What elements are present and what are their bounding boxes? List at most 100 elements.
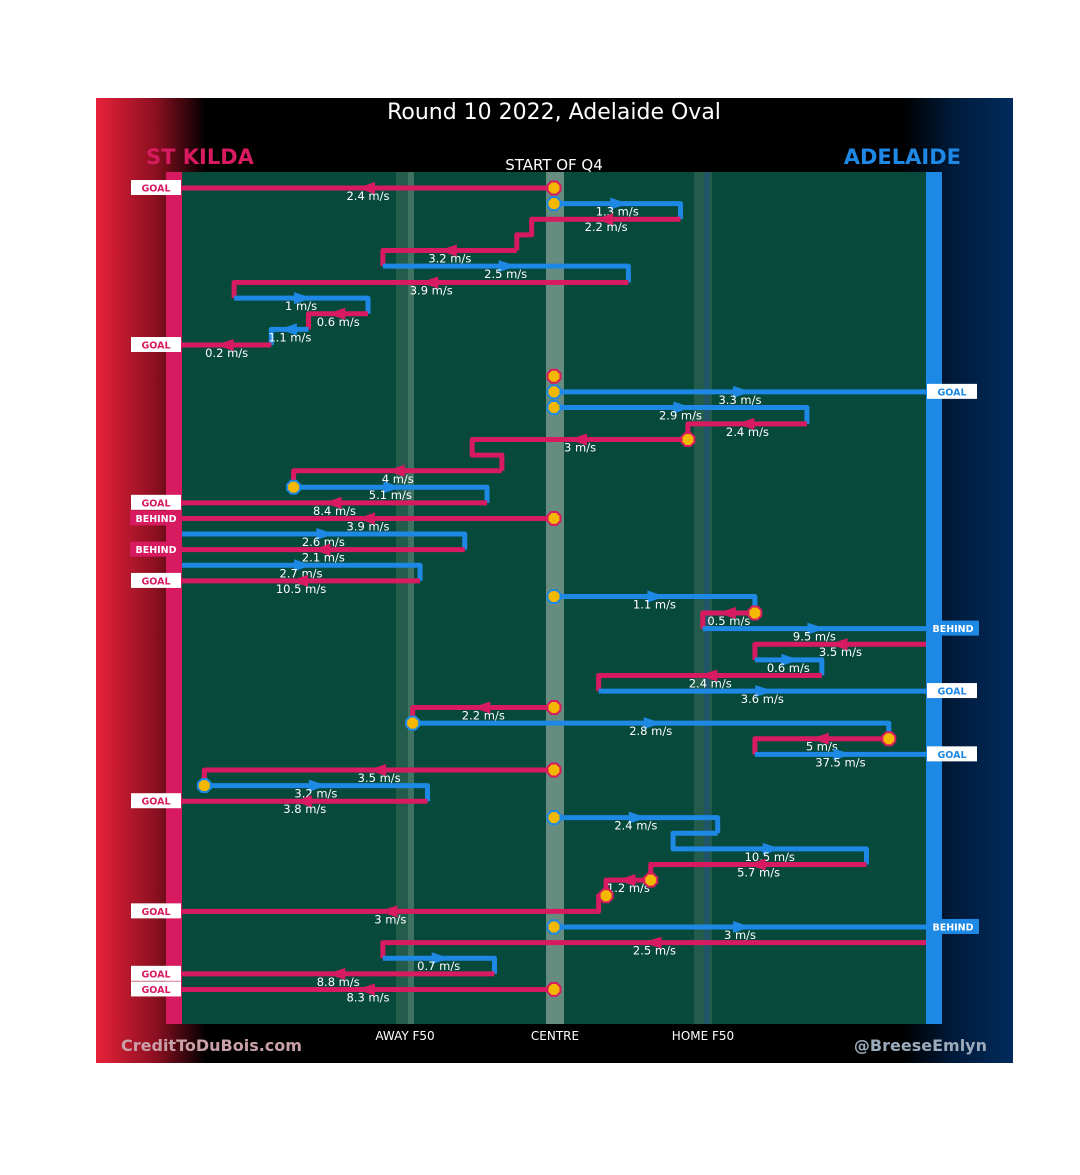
chain-path <box>752 641 926 660</box>
chain-arrow <box>357 182 375 194</box>
outcome-label: BEHIND <box>932 624 973 635</box>
chain-stkilda-22: 10.5 m/s <box>182 574 421 596</box>
chart-title: Round 10 2022, Adelaide Oval <box>387 100 721 125</box>
outcome-badge <box>130 510 182 526</box>
chain-arrow <box>379 905 398 918</box>
chain-path <box>231 280 629 299</box>
chain-path <box>554 815 721 834</box>
chain-path <box>670 830 869 865</box>
chain-path <box>554 404 810 424</box>
possession-chains: 2.4 m/s1.3 m/s2.2 m/s3.2 m/s2.5 m/s3.9 m… <box>182 180 926 1004</box>
chain-speed-label: 5.1 m/s <box>369 488 412 502</box>
credit-right: @BreeseEmlyn <box>854 1036 987 1055</box>
chain-arrow <box>383 481 402 494</box>
outcome-label: GOAL <box>937 387 966 398</box>
chain-speed-label: 37.5 m/s <box>815 755 865 769</box>
chain-arrow <box>736 417 755 430</box>
chain-start-marker <box>546 981 562 997</box>
chain-speed-label: 2.7 m/s <box>280 566 323 580</box>
chain-speed-label: 2.4 m/s <box>689 676 732 690</box>
outcome-label: BEHIND <box>932 922 973 933</box>
chain-path <box>700 610 755 629</box>
chain-arrow <box>762 842 781 855</box>
outcome-badge <box>927 918 979 934</box>
chain-speed-label: 0.6 m/s <box>767 661 810 675</box>
chain-stkilda-32: 5 m/s <box>752 731 897 755</box>
chain-arrow <box>643 717 662 730</box>
chain-speed-label: 9.5 m/s <box>793 630 836 644</box>
chain-path <box>204 783 431 802</box>
outcome-behind-stkilda: BEHIND <box>130 541 182 557</box>
chain-speed-label: 1.3 m/s <box>596 205 639 219</box>
chain-path <box>469 437 688 471</box>
chain-arrow <box>717 606 736 619</box>
chain-speed-label: 2.8 m/s <box>629 724 672 738</box>
chain-speed-label: 2.6 m/s <box>302 535 345 549</box>
chain-adelaide-16: 5.1 m/s <box>286 479 490 503</box>
away-f50-line-inner <box>408 172 414 1024</box>
chain-arrow <box>431 952 450 965</box>
chain-stkilda-5: 3.9 m/s <box>231 276 629 299</box>
chain-speed-label: 3.2 m/s <box>428 251 471 265</box>
outcome-goal-stkilda: GOAL <box>131 903 181 919</box>
chain-speed-label: 2.2 m/s <box>462 709 505 723</box>
outcome-badge <box>131 180 181 195</box>
chain-arrow <box>278 323 297 336</box>
chain-speed-label: 0.5 m/s <box>707 614 750 628</box>
outcome-goal-stkilda: GOAL <box>131 572 181 588</box>
chain-arrow <box>673 401 692 414</box>
chain-speed-label: 10.5 m/s <box>276 582 326 596</box>
chain-adelaide-6: 1 m/s <box>234 292 371 314</box>
chain-adelaide-11: 3.3 m/s <box>546 384 926 407</box>
chain-path <box>182 531 468 550</box>
outcome-label: GOAL <box>141 985 170 996</box>
x-axis: AWAY F50 CENTRE HOME F50 <box>375 1029 734 1043</box>
chain-arrow <box>290 574 309 587</box>
outcome-goal-stkilda: GOAL <box>131 981 181 997</box>
away-team-name: ADELAIDE <box>844 145 961 169</box>
outcome-badge <box>131 965 181 981</box>
chain-path <box>382 955 497 974</box>
chain-start-marker <box>546 762 562 778</box>
chain-stkilda-2: 2.2 m/s <box>514 213 681 251</box>
chain-arrow <box>327 967 346 980</box>
chain-arrow <box>628 811 647 824</box>
outcome-behind-adelaide: BEHIND <box>927 918 979 934</box>
chain-start-marker <box>286 479 302 495</box>
chain-stkilda-17: 8.4 m/s <box>182 496 488 518</box>
outcome-badge <box>927 383 977 399</box>
chain-speed-label: 3 m/s <box>724 928 756 942</box>
header: Round 10 2022, Adelaide Oval START OF Q4… <box>146 100 961 174</box>
chain-adelaide-19: 2.6 m/s <box>182 528 468 550</box>
chain-path <box>293 484 490 503</box>
chain-speed-label: 5.7 m/s <box>737 866 780 880</box>
chain-speed-label: 0.2 m/s <box>205 346 248 360</box>
chain-speed-label: 3 m/s <box>564 441 596 455</box>
outcome-goal-stkilda: GOAL <box>131 793 181 809</box>
chain-speed-label: 0.6 m/s <box>317 315 360 329</box>
outcome-label: GOAL <box>937 687 966 698</box>
chain-stkilda-41: 3 m/s <box>182 888 614 926</box>
chain-arrow <box>420 276 439 289</box>
chain-arrow <box>438 244 457 257</box>
chain-arrow <box>747 858 766 871</box>
outcome-goal-stkilda: GOAL <box>131 180 181 195</box>
x-tick-centre: CENTRE <box>531 1029 579 1043</box>
outcome-label: GOAL <box>141 341 170 352</box>
chain-adelaide-29: 3.6 m/s <box>598 685 926 706</box>
chain-speed-label: 3.2 m/s <box>294 787 337 801</box>
outcome-label: GOAL <box>141 184 170 195</box>
chain-stkilda-20: 2.1 m/s <box>182 543 465 565</box>
chain-arrow <box>498 260 517 273</box>
chain-speed-label: 5 m/s <box>806 740 838 754</box>
chain-arrow <box>733 920 751 933</box>
chain-stkilda-26: 3.5 m/s <box>752 638 926 660</box>
adelaide-goal-bar <box>926 172 942 1024</box>
chain-arrow <box>807 622 826 635</box>
chain-start-marker <box>546 589 562 605</box>
chain-adelaide-8: 1.1 m/s <box>268 323 311 346</box>
chain-adelaide-27: 0.6 m/s <box>754 653 825 676</box>
chain-start-marker <box>546 919 562 935</box>
chain-speed-label: 3 m/s <box>374 912 406 926</box>
